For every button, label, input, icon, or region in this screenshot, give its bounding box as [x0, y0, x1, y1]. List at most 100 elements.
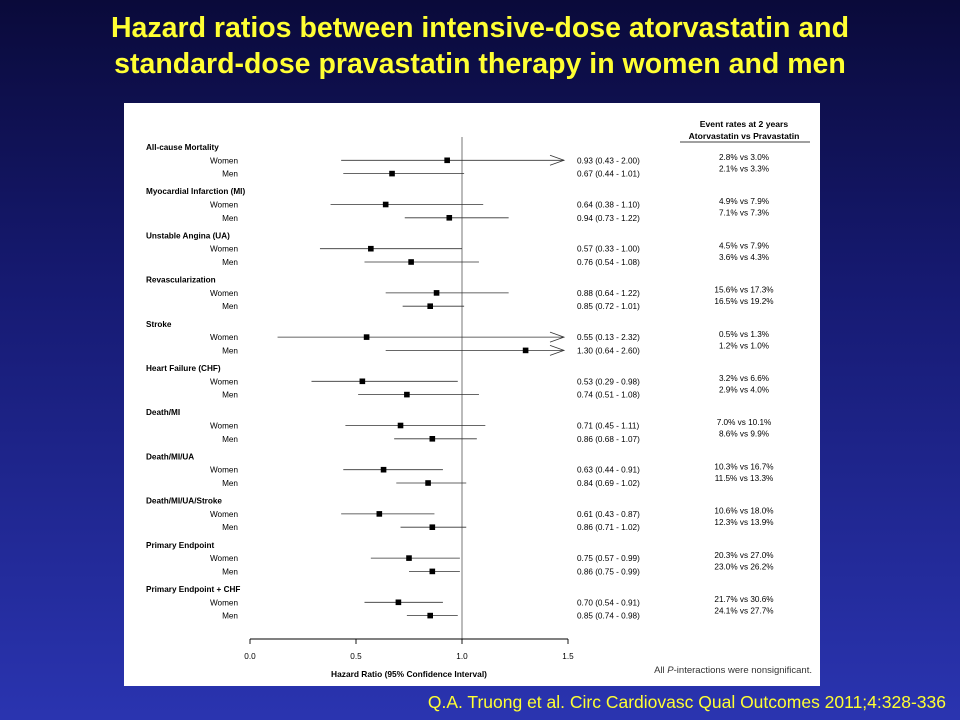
event-rates-value: 2.1% vs 3.3% — [719, 165, 769, 174]
row-label: Women — [210, 598, 239, 607]
hr-point — [522, 347, 529, 354]
hr-point — [446, 215, 453, 221]
event-rates-value: 7.1% vs 7.3% — [719, 209, 769, 218]
event-rates-value: 12.3% vs 13.9% — [714, 518, 773, 527]
hr-ci-text: 0.94 (0.73 - 1.22) — [577, 214, 640, 223]
row-label: Women — [210, 333, 239, 342]
event-rates-value: 21.7% vs 30.6% — [714, 595, 773, 604]
event-rates-value: 15.6% vs 17.3% — [714, 286, 773, 295]
slide-title: Hazard ratios between intensive-dose ato… — [0, 10, 960, 82]
ci-arrow — [549, 154, 566, 166]
hr-point — [382, 201, 389, 208]
hr-ci-text: 0.88 (0.64 - 1.22) — [577, 289, 640, 298]
hr-point — [429, 436, 436, 442]
hr-point — [429, 568, 436, 575]
hr-ci-text: 0.84 (0.69 - 1.02) — [577, 479, 640, 488]
x-axis-title: Hazard Ratio (95% Confidence Interval) — [331, 669, 487, 679]
hr-ci-text: 0.74 (0.51 - 1.08) — [577, 391, 640, 400]
slide-title-line-2: standard-dose pravastatin therapy in wom… — [114, 48, 846, 80]
hr-point — [433, 290, 440, 296]
hr-ci-text: 0.85 (0.72 - 1.01) — [577, 302, 640, 311]
row-label: Men — [222, 523, 238, 532]
event-rates-subheader: Atorvastatin vs Pravastatin — [689, 131, 800, 141]
hr-ci-text: 0.63 (0.44 - 0.91) — [577, 466, 640, 475]
x-tick-label: 0.5 — [350, 652, 362, 661]
row-label: Women — [210, 510, 239, 519]
group-label: All-cause Mortality — [146, 143, 219, 152]
hr-ci-text: 0.57 (0.33 - 1.00) — [577, 245, 640, 254]
hr-point — [406, 555, 412, 561]
hr-ci-text: 0.75 (0.57 - 0.99) — [577, 554, 640, 563]
hr-point — [404, 391, 410, 398]
hr-point — [389, 170, 395, 177]
event-rates-value: 4.9% vs 7.9% — [719, 197, 769, 206]
row-label: Men — [222, 479, 238, 488]
group-label: Revascularization — [146, 276, 216, 285]
hr-ci-text: 0.86 (0.71 - 1.02) — [577, 523, 640, 532]
hr-ci-text: 1.30 (0.64 - 2.60) — [577, 346, 640, 355]
x-tick-label: 0.0 — [244, 652, 256, 661]
event-rates-header: Event rates at 2 years — [700, 119, 789, 129]
event-rates-value: 16.5% vs 19.2% — [714, 297, 773, 306]
hr-ci-text: 0.93 (0.43 - 2.00) — [577, 156, 640, 165]
group-label: Primary Endpoint — [146, 541, 215, 550]
event-rates-value: 11.5% vs 13.3% — [715, 474, 774, 483]
hr-ci-text: 0.70 (0.54 - 0.91) — [577, 598, 640, 607]
hr-ci-text: 0.86 (0.75 - 0.99) — [577, 567, 640, 576]
event-rates-value: 0.5% vs 1.3% — [719, 330, 769, 339]
event-rates-value: 1.2% vs 1.0% — [719, 341, 769, 350]
event-rates-value: 2.8% vs 3.0% — [719, 153, 769, 162]
forest-plot-panel: Event rates at 2 years Atorvastatin vs Pr… — [124, 103, 820, 686]
row-label: Women — [210, 377, 239, 386]
event-rates-value: 3.6% vs 4.3% — [719, 253, 769, 262]
x-tick-label: 1.5 — [562, 652, 574, 661]
slide-title-line-1: Hazard ratios between intensive-dose ato… — [110, 12, 850, 44]
hr-point — [363, 334, 370, 340]
event-rates-value: 24.1% vs 27.7% — [714, 607, 773, 616]
hr-ci-text: 0.55 (0.13 - 2.32) — [577, 333, 640, 342]
row-label: Men — [222, 391, 238, 400]
hr-ci-text: 0.71 (0.45 - 1.11) — [577, 422, 639, 431]
citation: Q.A. Truong et al. Circ Cardiovasc Qual … — [427, 692, 946, 712]
event-rates-value: 10.6% vs 18.0% — [714, 507, 773, 516]
group-label: Death/MI/UA/Stroke — [146, 497, 222, 506]
hr-point — [380, 466, 387, 473]
hr-point — [427, 303, 433, 309]
hr-ci-text: 0.67 (0.44 - 1.01) — [577, 170, 640, 179]
group-label: Stroke — [146, 320, 172, 329]
event-rates-value: 10.3% vs 16.7% — [714, 462, 773, 471]
hr-point — [368, 245, 374, 252]
row-label: Men — [222, 346, 238, 355]
hr-ci-text: 0.61 (0.43 - 0.87) — [577, 510, 640, 519]
row-label: Women — [210, 554, 239, 563]
event-rates-value: 20.3% vs 27.0% — [714, 551, 773, 560]
row-label: Women — [210, 466, 239, 475]
group-label: Death/MI/UA — [146, 452, 194, 461]
row-label: Men — [222, 567, 238, 576]
hr-point — [359, 378, 366, 385]
event-rates-value: 2.9% vs 4.0% — [719, 386, 769, 395]
row-label: Men — [222, 258, 238, 267]
hr-point — [395, 599, 402, 606]
hr-ci-text: 0.76 (0.54 - 1.08) — [577, 258, 640, 267]
row-label: Men — [222, 302, 238, 311]
hr-ci-text: 0.53 (0.29 - 0.98) — [577, 377, 640, 386]
hr-ci-text: 0.64 (0.38 - 1.10) — [577, 201, 640, 210]
event-rates-value: 3.2% vs 6.6% — [719, 374, 769, 383]
row-label: Women — [210, 156, 239, 165]
ci-arrow — [549, 345, 566, 356]
hr-point — [427, 612, 433, 619]
hr-point — [429, 524, 436, 530]
row-label: Women — [210, 422, 239, 431]
ci-arrow — [549, 331, 566, 343]
row-label: Men — [222, 170, 238, 179]
event-rates-value: 4.5% vs 7.9% — [719, 241, 769, 250]
x-tick-label: 1.0 — [456, 652, 468, 661]
hr-point — [397, 422, 404, 429]
forest-plot: Event rates at 2 years Atorvastatin vs Pr… — [146, 119, 812, 679]
event-rates-value: 8.6% vs 9.9% — [719, 430, 769, 439]
group-label: Death/MI — [146, 408, 180, 417]
group-label: Heart Failure (CHF) — [146, 364, 221, 373]
hr-point — [408, 259, 414, 265]
group-label: Unstable Angina (UA) — [146, 231, 230, 240]
